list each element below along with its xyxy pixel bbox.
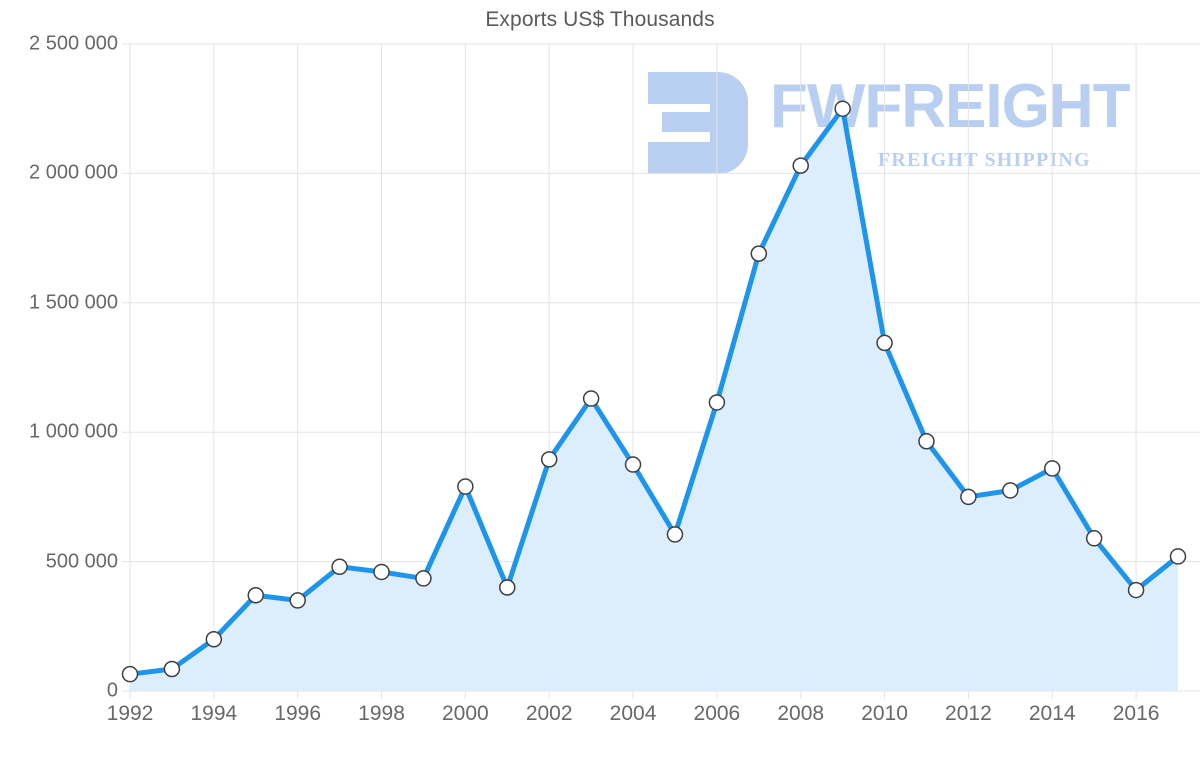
data-point-marker[interactable] <box>960 488 977 506</box>
x-axis-tick-label: 2008 <box>777 702 825 725</box>
data-point-marker[interactable] <box>457 478 474 495</box>
x-axis-tick-label: 1994 <box>190 702 238 725</box>
x-axis-tick-label: 2012 <box>945 702 992 725</box>
data-point-marker[interactable] <box>205 630 223 648</box>
data-point-marker[interactable] <box>624 456 642 473</box>
data-point-marker[interactable] <box>876 334 893 352</box>
data-point-marker[interactable] <box>792 157 809 174</box>
data-point-marker[interactable] <box>373 563 390 581</box>
x-axis-tick-label: 2002 <box>525 702 573 725</box>
x-axis-tick-label: 2006 <box>693 702 741 725</box>
data-point-marker[interactable] <box>1169 548 1187 565</box>
data-point-marker[interactable] <box>331 558 348 576</box>
y-axis-tick-labels: 0 500 000 1 000 000 1 500 000 2 000 000 2 500… <box>0 0 118 763</box>
area-fill <box>130 108 1178 691</box>
data-point-marker[interactable] <box>750 245 768 262</box>
data-point-marker[interactable] <box>834 100 851 117</box>
data-point-markers <box>121 100 1187 683</box>
x-axis-tick-label: 1998 <box>358 702 405 725</box>
data-point-marker[interactable] <box>415 570 432 587</box>
y-axis-tick-label: 2 000 000 <box>29 161 118 184</box>
data-point-marker[interactable] <box>1127 581 1145 599</box>
x-axis-tick-label: 1996 <box>274 702 322 725</box>
data-point-marker[interactable] <box>247 586 265 604</box>
y-axis-tick-label: 2 500 000 <box>29 32 118 55</box>
x-axis-tick-label: 2004 <box>609 702 657 725</box>
data-point-marker[interactable] <box>499 579 516 596</box>
data-point-marker[interactable] <box>121 665 139 683</box>
y-axis-tick-label: 0 <box>106 679 118 702</box>
data-point-marker[interactable] <box>289 592 306 609</box>
data-point-marker[interactable] <box>666 526 684 543</box>
data-point-marker[interactable] <box>1085 530 1103 547</box>
data-point-marker[interactable] <box>163 660 181 678</box>
x-axis-tick-label: 1992 <box>106 702 154 725</box>
data-point-marker[interactable] <box>918 433 935 450</box>
data-point-marker[interactable] <box>708 394 726 411</box>
data-point-marker[interactable] <box>540 451 558 468</box>
chart-title: Exports US$ Thousands <box>485 8 715 31</box>
data-point-marker[interactable] <box>1043 460 1061 477</box>
y-axis-tick-label: 1 500 000 <box>29 291 118 314</box>
y-axis-tick-label: 500 000 <box>45 550 118 573</box>
y-axis-tick-label: 1 000 000 <box>29 420 118 443</box>
x-axis-tick-label: 2000 <box>442 702 489 725</box>
x-axis-tick-label: 2016 <box>1112 702 1160 725</box>
x-axis-tick-label: 2010 <box>861 702 908 725</box>
data-point-marker[interactable] <box>1002 482 1019 499</box>
x-axis-tick-label: 2014 <box>1028 702 1076 725</box>
data-point-marker[interactable] <box>582 390 600 407</box>
